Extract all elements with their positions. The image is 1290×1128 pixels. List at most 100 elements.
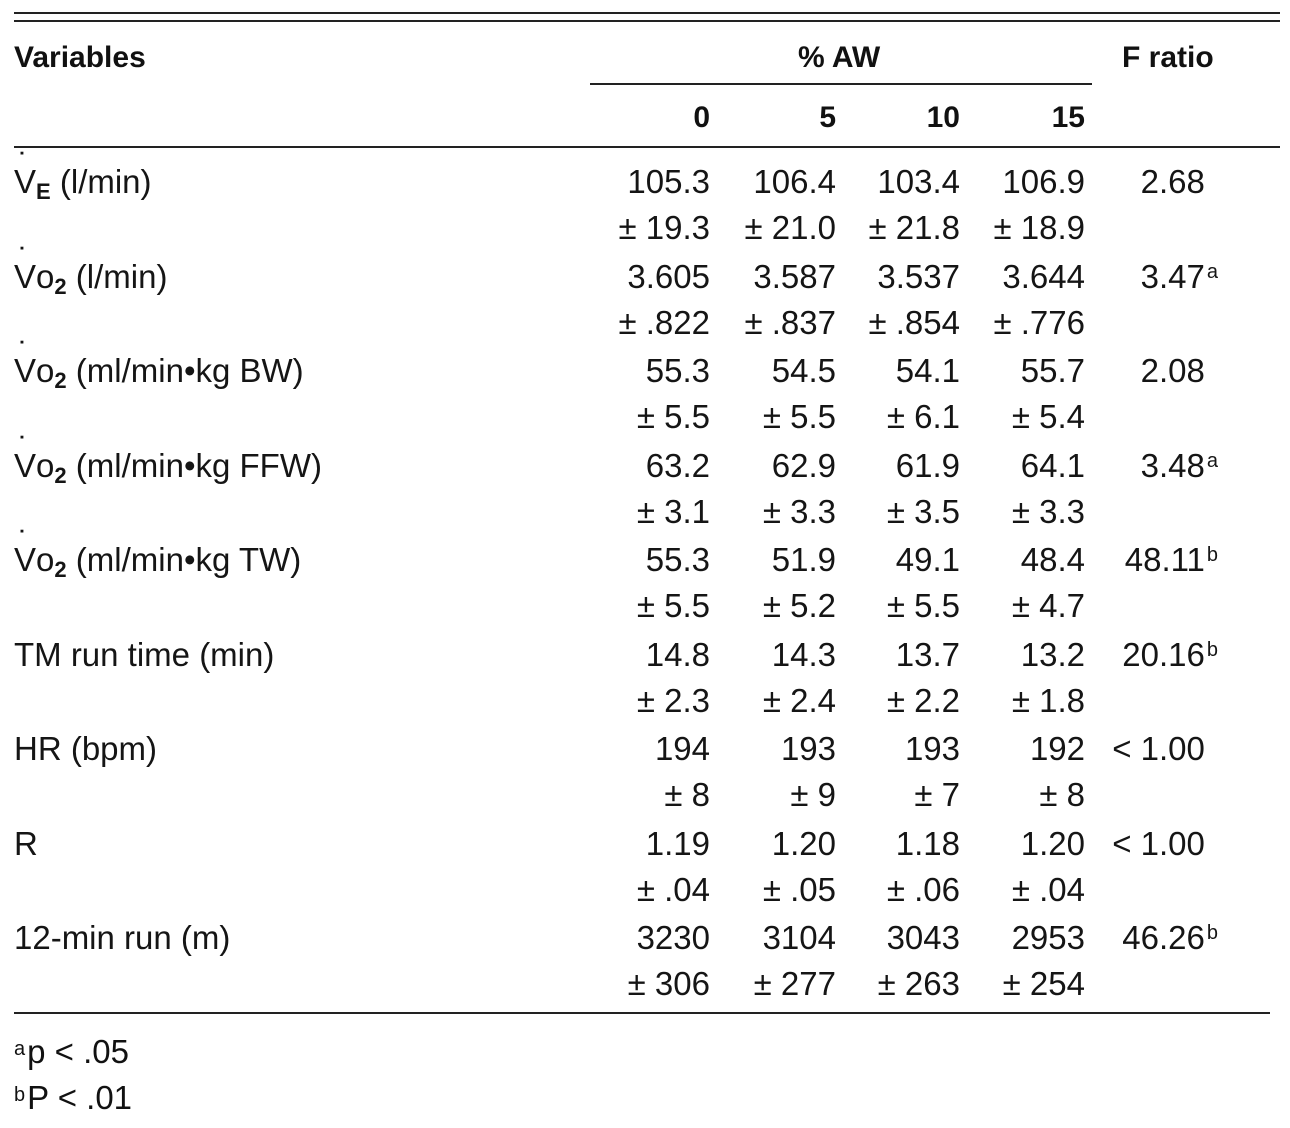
row-label-main: V ˙ o (14, 241, 55, 295)
footnote-a-mark: a (14, 1038, 26, 1060)
sd-cell: ± 2.4 (762, 682, 836, 719)
sd-cell: ± .822 (618, 304, 710, 341)
row-label-subscript: 2 (54, 463, 67, 488)
row-label-unit: (l/min) (66, 258, 168, 295)
sd-cell: ± 2.2 (886, 682, 960, 719)
mean-cell: 49.1 (895, 541, 960, 578)
row-label-subscript: 2 (54, 557, 67, 582)
header-variables: Variables (14, 41, 146, 74)
f-ratio-value: < 1.00 (1112, 825, 1205, 862)
header-group: % AW (798, 41, 881, 74)
f-ratio-value: 3.48 (1140, 447, 1205, 484)
mean-cell: 3230 (636, 919, 710, 956)
sd-cell: ± 5.2 (762, 587, 836, 624)
header-rule (14, 146, 1280, 148)
row-label-main: V ˙ o (14, 335, 55, 389)
f-ratio-cell: 2.68a (1141, 162, 1218, 207)
significance-mark: a (1206, 261, 1218, 283)
mean-cell: 1.18 (895, 825, 960, 862)
sd-cell: ± 263 (877, 965, 960, 1002)
mean-cell: 3043 (886, 919, 960, 956)
sd-cell: ± 9 (790, 776, 836, 813)
mean-cell: 55.3 (645, 541, 710, 578)
row-label-subscript: 2 (54, 274, 67, 299)
mean-cell: 48.4 (1020, 541, 1085, 578)
sd-cell: ± 277 (753, 965, 836, 1002)
o-letter: o (36, 258, 55, 295)
mean-cell: 64.1 (1020, 447, 1085, 484)
row-label-main: V ˙ o (14, 524, 54, 578)
f-ratio-cell: 2.08a (1141, 351, 1218, 396)
mean-cell: 14.8 (645, 636, 710, 673)
sd-cell: ± 3.5 (886, 493, 960, 530)
f-ratio-cell: 3.48 a (1141, 446, 1218, 491)
sd-cell: ± 5.5 (762, 398, 836, 435)
row-label-unit: (l/min) (50, 163, 152, 200)
mean-cell: 193 (780, 730, 836, 767)
row-label-main: 12-min run (m) (14, 919, 231, 956)
o-letter: o (36, 352, 55, 389)
footnote-a: ap < .05 (14, 1032, 129, 1077)
f-ratio-value: 2.68 (1140, 163, 1205, 200)
dot-accent-icon: ˙ (18, 241, 29, 278)
row-label-unit: (ml/min•kg BW) (66, 352, 304, 389)
mean-cell: 1.20 (1020, 825, 1085, 862)
row-label: V ˙ o2 (l/min) (14, 241, 168, 301)
mean-cell: 51.9 (771, 541, 836, 578)
top-rule-2 (14, 20, 1280, 22)
level-10-header: 10 (926, 101, 960, 134)
sd-cell: ± .04 (636, 871, 710, 908)
mean-cell: 194 (654, 730, 710, 767)
mean-cell: 1.19 (645, 825, 710, 862)
mean-cell: 61.9 (895, 447, 960, 484)
level-5-header: 5 (819, 101, 836, 134)
v-dot-letter: V ˙ (14, 146, 37, 200)
sd-cell: ± .837 (744, 304, 836, 341)
f-ratio-cell: < 1.00a (1112, 729, 1218, 774)
sd-cell: ± 21.0 (744, 209, 836, 246)
row-label-main: R (14, 825, 38, 862)
mean-cell: 3.644 (1002, 258, 1085, 295)
row-label-main: HR (bpm) (14, 730, 158, 767)
level-0-header: 0 (693, 101, 710, 134)
f-ratio-cell: 48.11 b (1125, 540, 1218, 585)
row-label-main: V ˙ (14, 146, 37, 200)
dot-accent-icon: ˙ (18, 430, 29, 467)
row-label-main: TM run time (min) (14, 636, 275, 673)
sd-cell: ± 306 (627, 965, 710, 1002)
row-label-unit: (ml/min•kg TW) (66, 541, 302, 578)
mean-cell: 3104 (762, 919, 836, 956)
sd-cell: ± 2.3 (636, 682, 710, 719)
v-dot-letter: V ˙ (14, 335, 37, 389)
sd-cell: ± 19.3 (618, 209, 710, 246)
row-label: V ˙ o2 (ml/min•kg TW) (14, 524, 302, 584)
mean-cell: 3.537 (877, 258, 960, 295)
row-label: HR (bpm) (14, 729, 157, 769)
sd-cell: ± 254 (1002, 965, 1085, 1002)
mean-cell: 54.1 (895, 352, 960, 389)
row-label-unit: (ml/min•kg FFW) (66, 447, 322, 484)
row-label: V ˙ E (l/min) (14, 146, 152, 206)
footnote-b: bP < .01 (14, 1078, 132, 1123)
sd-cell: ± .776 (993, 304, 1085, 341)
top-rule-1 (14, 12, 1280, 14)
sd-cell: ± .854 (868, 304, 960, 341)
header-f-ratio: F ratio (1122, 41, 1214, 74)
mean-cell: 55.3 (645, 352, 710, 389)
sd-cell: ± 5.5 (886, 587, 960, 624)
v-dot-letter: V ˙ (14, 241, 37, 295)
sd-cell: ± 5.4 (1011, 398, 1085, 435)
level-15-header: 15 (1051, 101, 1085, 134)
row-label: TM run time (min) (14, 635, 274, 675)
bottom-rule (14, 1012, 1270, 1014)
mean-cell: 106.4 (753, 163, 836, 200)
footnote-b-mark: b (14, 1084, 26, 1106)
mean-cell: 1.20 (771, 825, 836, 862)
row-label: V ˙ o2 (ml/min•kg FFW) (14, 430, 322, 490)
mean-cell: 105.3 (627, 163, 710, 200)
significance-mark: b (1206, 544, 1218, 566)
mean-cell: 13.7 (895, 636, 960, 673)
sd-cell: ± 7 (914, 776, 960, 813)
sd-cell: ± 3.1 (636, 493, 710, 530)
v-dot-letter: V ˙ (14, 430, 37, 484)
